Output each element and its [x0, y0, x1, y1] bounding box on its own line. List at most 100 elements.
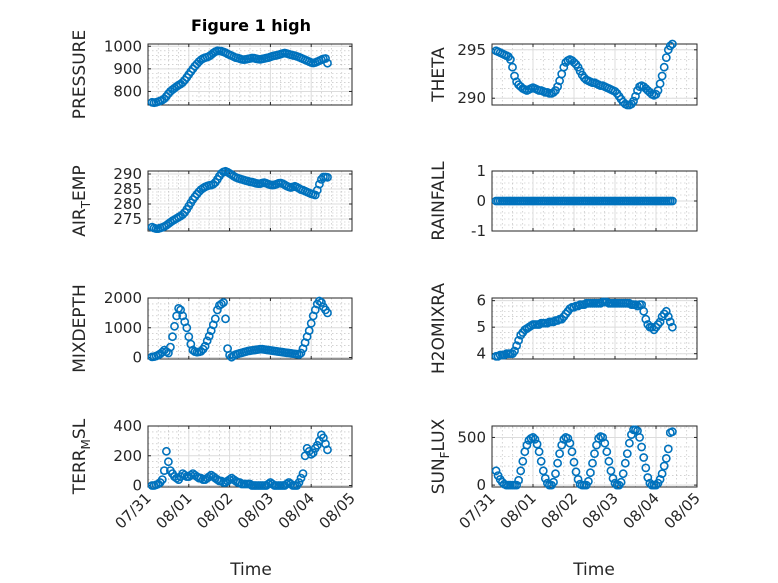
data-point — [567, 447, 577, 457]
axes-outline — [147, 297, 353, 360]
x-tick-label: 08/01 — [152, 489, 195, 532]
data-point — [549, 88, 558, 97]
data-point — [668, 196, 677, 206]
data-point — [606, 466, 616, 476]
data-point — [508, 62, 517, 72]
axes-outline — [147, 43, 353, 106]
data-point — [491, 466, 501, 476]
data-point — [618, 469, 628, 479]
figure-title: Figure 1 high — [191, 16, 311, 35]
data-point — [518, 456, 528, 466]
series-markers — [491, 39, 677, 110]
x-tick-label: 08/03 — [234, 489, 277, 532]
data-point — [657, 469, 667, 479]
x-tick-label: 08/02 — [538, 489, 581, 532]
series-markers — [491, 196, 677, 206]
data-point — [294, 350, 304, 359]
data-point — [622, 449, 632, 458]
subplot-2: 290 295 THETA — [429, 39, 698, 110]
data-point — [323, 445, 332, 455]
data-point — [204, 472, 214, 481]
data-point — [210, 314, 220, 324]
data-point — [163, 457, 173, 467]
data-point — [225, 350, 234, 360]
data-point — [157, 475, 167, 484]
data-point — [668, 427, 677, 437]
data-point — [306, 449, 316, 459]
y-axis-label: PRESSURE — [70, 30, 90, 119]
data-point — [616, 477, 626, 487]
y-axis-label: RAINFALL — [429, 161, 449, 241]
y-tick-label: 280 — [113, 195, 142, 213]
x-tick-label: 08/03 — [579, 489, 622, 532]
data-point — [625, 438, 634, 448]
data-point — [655, 317, 665, 327]
data-point — [639, 453, 649, 462]
data-point — [225, 475, 234, 484]
y-tick-label: 6 — [476, 292, 486, 310]
data-point — [505, 55, 515, 64]
axes-outline — [147, 170, 353, 232]
data-point — [157, 347, 167, 357]
data-point — [314, 296, 324, 306]
y-tick-label: 0 — [132, 477, 142, 495]
y-tick-label: 800 — [113, 82, 142, 100]
data-point — [602, 447, 612, 457]
y-tick-label: 4 — [476, 345, 486, 363]
data-point — [555, 449, 564, 458]
data-point — [310, 190, 320, 200]
y-axis-label: H2OMIXRA — [429, 283, 449, 374]
data-point — [161, 446, 171, 456]
series-markers — [147, 296, 332, 362]
data-point — [182, 323, 192, 333]
y-tick-label: 0 — [132, 349, 142, 367]
data-point — [512, 341, 521, 351]
data-point — [559, 62, 569, 72]
x-tick-label: 08/01 — [497, 489, 540, 532]
subplot-1: 800 900 1000 PRESSURE — [70, 30, 353, 119]
y-tick-label: 5 — [476, 318, 486, 336]
y-tick-label: 0 — [476, 476, 486, 494]
data-point — [588, 458, 597, 468]
x-tick-label: 08/02 — [193, 489, 236, 532]
data-point — [573, 474, 583, 484]
y-axis-label: AIRTEMP — [70, 165, 93, 236]
subplot-5: 0 1000 2000 MIXDEPTH — [70, 284, 353, 373]
data-point — [314, 179, 324, 189]
y-tick-label: 0 — [476, 192, 486, 210]
y-axis-label: THETA — [429, 47, 449, 103]
data-point — [294, 478, 304, 487]
data-point — [245, 479, 255, 489]
subplot-4: -1 0 1 RAINFALL — [429, 161, 698, 241]
data-point — [286, 479, 296, 489]
axes-outline — [491, 297, 698, 360]
y-axis-label: SUNFLUX — [429, 418, 452, 494]
y-tick-label: 2000 — [104, 289, 142, 307]
data-point — [551, 469, 560, 479]
y-tick-label: 1000 — [104, 37, 142, 55]
data-point — [668, 39, 677, 49]
data-point — [549, 477, 558, 487]
data-point — [528, 432, 538, 442]
data-point — [665, 317, 675, 327]
data-point — [641, 314, 651, 324]
data-point — [514, 475, 523, 485]
data-point — [165, 342, 175, 352]
data-point — [639, 306, 649, 316]
data-point — [200, 341, 210, 351]
y-tick-label: 275 — [113, 210, 142, 228]
data-point — [540, 473, 550, 483]
data-point — [323, 308, 332, 318]
x-tick-label: 08/04 — [275, 489, 318, 532]
data-point — [323, 58, 332, 68]
data-point — [219, 298, 228, 307]
data-point — [655, 474, 665, 484]
series-markers — [491, 297, 677, 361]
data-point — [221, 314, 230, 324]
data-point — [553, 458, 562, 468]
data-point — [661, 53, 671, 62]
data-point — [296, 348, 306, 358]
